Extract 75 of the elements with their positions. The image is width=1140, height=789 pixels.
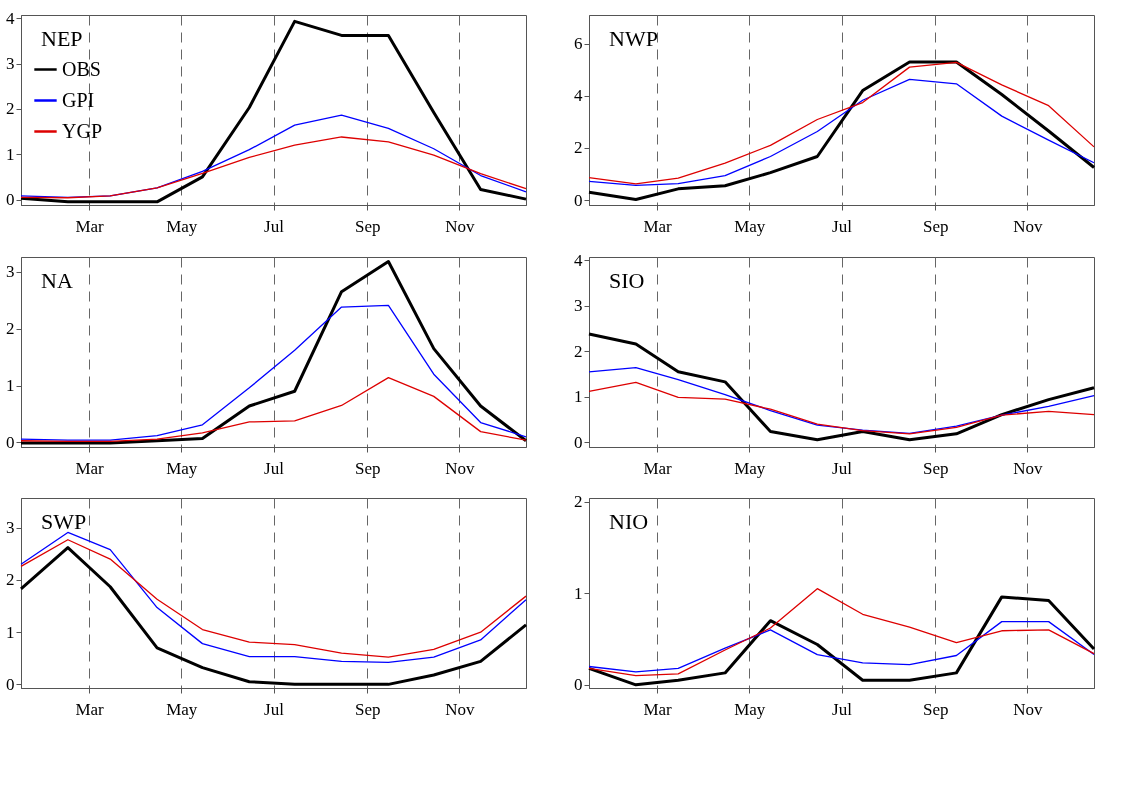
x-tick-label: Mar [75, 216, 105, 236]
x-tick-label: Sep [922, 699, 949, 719]
y-tick-label: 3 [6, 262, 15, 282]
x-tick-label: May [734, 216, 766, 236]
y-tick-label: 2 [574, 492, 583, 512]
text: NIO [609, 509, 649, 534]
line-series [587, 332, 1096, 442]
x-tick-label: Nov [1013, 216, 1044, 236]
x-tick-label: Nov [445, 216, 476, 236]
y-tick-label: 3 [6, 54, 15, 74]
line-series [19, 260, 528, 445]
x-tick-label: Sep [354, 216, 381, 236]
y-tick-label: 1 [6, 622, 15, 642]
y-tick-label: 2 [574, 341, 583, 361]
line-series [588, 381, 1095, 435]
y-tick-label: 0 [574, 675, 583, 695]
line-series [588, 588, 1095, 677]
text: NWP [609, 26, 658, 51]
y-tick-label: 4 [574, 86, 583, 106]
y-tick-label: 0 [6, 190, 15, 210]
y-tick-label: 2 [6, 99, 15, 119]
y-tick-label: 4 [574, 250, 583, 270]
x-tick-label: Jul [264, 699, 285, 719]
legend-label: GPI [62, 88, 95, 111]
y-tick-label: 6 [574, 34, 583, 54]
line-series [20, 136, 527, 199]
x-tick-label: Nov [1013, 699, 1044, 719]
x-tick-label: Jul [264, 458, 285, 478]
x-tick-label: May [166, 216, 198, 236]
x-tick-label: Mar [75, 458, 105, 478]
x-tick-label: May [734, 458, 766, 478]
x-tick-label: Sep [354, 699, 381, 719]
line-series [588, 620, 1095, 673]
x-tick-label: Jul [832, 699, 853, 719]
y-tick-label: 2 [6, 319, 15, 339]
y-tick-label: 1 [574, 583, 583, 603]
legend-label: OBS [62, 57, 101, 80]
y-tick-label: 0 [574, 432, 583, 452]
x-tick-label: Mar [643, 216, 673, 236]
line-series [20, 376, 527, 442]
y-tick-label: 0 [574, 190, 583, 210]
y-tick-label: 1 [6, 144, 15, 164]
x-tick-label: May [166, 458, 198, 478]
x-tick-label: Jul [264, 216, 285, 236]
line-series [20, 304, 527, 441]
y-tick-label: 1 [574, 387, 583, 407]
x-tick-label: Sep [922, 216, 949, 236]
x-tick-label: Jul [832, 216, 853, 236]
y-tick-label: 2 [6, 570, 15, 590]
y-tick-label: 3 [574, 296, 583, 316]
x-tick-label: May [166, 699, 198, 719]
x-tick-label: Sep [922, 458, 949, 478]
y-tick-label: 2 [574, 138, 583, 158]
legend-label: YGP [62, 119, 103, 142]
line-series [588, 367, 1095, 434]
y-tick-label: 0 [6, 432, 15, 452]
y-tick-label: 4 [6, 8, 15, 28]
y-tick-label: 1 [6, 376, 15, 396]
x-tick-label: Mar [643, 699, 673, 719]
x-tick-label: Nov [1013, 458, 1044, 478]
line-series [19, 19, 528, 204]
text: NEP [41, 26, 83, 51]
x-tick-label: Jul [832, 458, 853, 478]
text: SWP [41, 509, 87, 534]
text: NA [41, 268, 73, 293]
x-tick-label: Mar [643, 458, 673, 478]
x-tick-label: Sep [354, 458, 381, 478]
y-tick-label: 0 [6, 674, 15, 694]
y-tick-label: 3 [6, 518, 15, 538]
x-tick-label: Nov [445, 699, 476, 719]
x-tick-label: Nov [445, 458, 476, 478]
x-tick-label: May [734, 699, 766, 719]
text: SIO [609, 268, 645, 293]
x-tick-label: Mar [75, 699, 105, 719]
line-series [588, 78, 1095, 187]
